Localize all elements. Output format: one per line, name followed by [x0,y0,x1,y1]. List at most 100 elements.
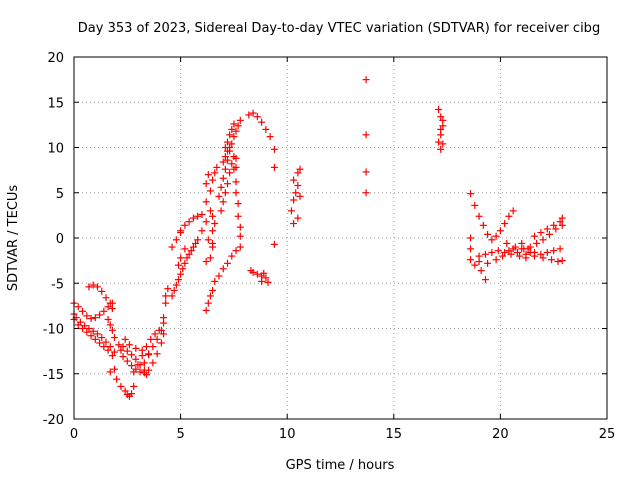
data-point [157,326,165,334]
data-point [245,111,253,119]
data-point [524,245,532,253]
data-point [253,270,261,278]
data-point [181,221,189,229]
data-points [70,76,566,400]
data-point [516,252,524,260]
data-point [228,252,236,260]
y-tick-label: 15 [47,96,64,111]
data-point [484,259,492,267]
data-point [467,245,475,253]
data-point [221,165,229,173]
data-point [104,346,112,354]
data-point [185,218,193,226]
data-point [121,387,129,395]
data-point [172,236,180,244]
data-point [550,247,558,255]
data-point [543,225,551,233]
data-point [488,236,496,244]
data-point [194,236,202,244]
data-point [554,258,562,266]
data-point [98,334,106,342]
data-point [503,239,511,247]
data-point [108,326,116,334]
data-point [87,332,95,340]
data-point [437,145,445,153]
data-point [234,122,242,130]
data-point [181,245,189,253]
data-point [106,368,114,376]
data-point [108,305,116,313]
x-axis-label: GPS time / hours [286,458,395,473]
y-tick-label: -10 [43,323,64,338]
data-point [153,350,161,358]
data-point [130,382,138,390]
data-point [481,250,489,258]
data-point [228,125,236,133]
data-point [202,198,210,206]
data-point [475,252,483,260]
data-point [221,153,229,161]
data-point [236,223,244,231]
data-point [213,163,221,171]
data-point [232,163,240,171]
data-point [537,229,545,237]
y-tick-label: 10 [47,142,64,157]
data-point [287,207,295,215]
data-point [174,276,182,284]
data-point [91,314,99,322]
data-point [290,196,298,204]
y-tick-label: -15 [43,368,64,383]
data-point [128,351,136,359]
data-point [290,220,298,228]
data-point [198,227,206,235]
data-point [224,156,232,164]
data-point [499,252,507,260]
data-point [93,283,101,291]
data-point [260,269,268,277]
data-point [362,131,370,139]
data-point [362,168,370,176]
data-point [149,343,157,351]
data-point [488,248,496,256]
data-point [526,248,534,256]
data-point [117,382,125,390]
data-point [189,243,197,251]
data-point [262,125,270,133]
data-point [206,187,214,195]
data-point [513,248,521,256]
data-point [202,218,210,226]
data-point [93,330,101,338]
data-point [249,268,257,276]
data-point [232,154,240,162]
data-point [162,299,170,307]
data-point [531,232,539,240]
data-point [550,221,558,229]
data-point [224,180,232,188]
data-point [479,221,487,229]
data-point [435,138,443,146]
data-point [79,325,87,332]
data-point [206,254,214,262]
data-point [217,183,225,191]
data-point [294,182,302,190]
data-point [537,250,545,258]
data-point [270,163,278,171]
plot-frame [73,56,608,420]
data-point [211,277,219,285]
data-point [522,254,530,262]
data-point [111,334,119,342]
data-point [160,314,168,322]
data-point [475,212,483,220]
data-point [439,140,447,148]
data-point [108,352,116,360]
data-point [85,283,93,291]
data-point [505,212,513,220]
data-point [83,312,91,320]
data-point [221,189,229,197]
data-point [119,353,127,361]
data-point [362,76,370,84]
data-point [219,158,227,166]
data-point [106,343,114,351]
y-tick-label: 0 [56,232,64,247]
